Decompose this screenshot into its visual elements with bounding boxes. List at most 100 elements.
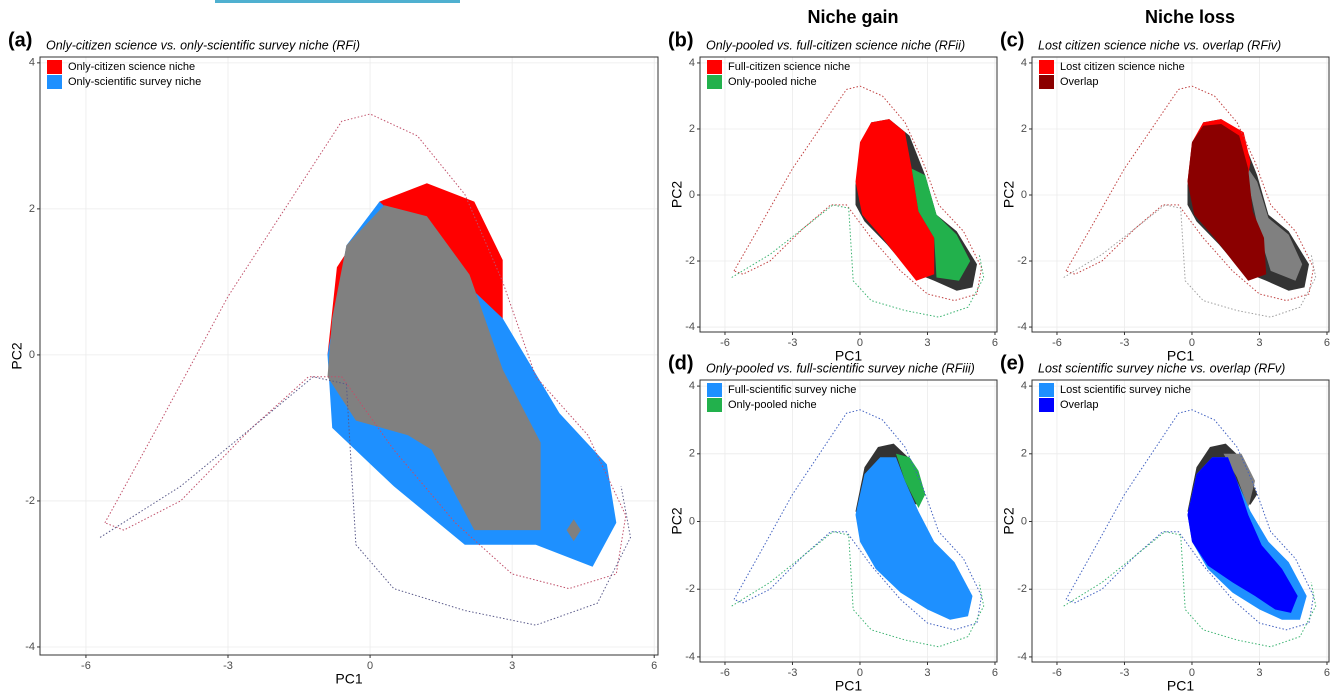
x-tick-label: 6 xyxy=(992,667,998,679)
y-tick-label: 4 xyxy=(1021,57,1027,69)
x-tick-label: 0 xyxy=(1189,337,1195,349)
legend-swatch xyxy=(707,75,722,89)
niche-outline xyxy=(99,376,632,626)
legend-swatch xyxy=(1039,383,1054,397)
plot-area xyxy=(1032,57,1329,332)
plot-area xyxy=(1032,380,1329,662)
x-tick-label: 0 xyxy=(857,667,863,679)
x-tick-label: 3 xyxy=(1256,337,1262,349)
legend-swatch xyxy=(1039,60,1054,74)
plot-area xyxy=(700,380,997,662)
panel-title: Only-pooled vs. full-scientific survey n… xyxy=(706,361,975,375)
niche-area xyxy=(855,119,935,281)
y-tick-label: 2 xyxy=(689,123,695,135)
x-tick-label: 6 xyxy=(1324,337,1330,349)
y-tick-label: 2 xyxy=(1021,123,1027,135)
legend-swatch xyxy=(1039,75,1054,89)
y-tick-label: -4 xyxy=(685,651,695,663)
y-tick-label: 4 xyxy=(689,57,695,69)
x-tick-label: 3 xyxy=(509,660,515,672)
plot-area xyxy=(700,57,997,332)
y-axis-label: PC2 xyxy=(1001,507,1017,534)
legend-label: Lost scientific survey niche xyxy=(1060,384,1191,396)
y-tick-label: 4 xyxy=(1021,380,1027,392)
niche-outline xyxy=(731,531,985,648)
x-axis-label: PC1 xyxy=(335,671,362,687)
panel-label: (b) xyxy=(668,29,694,51)
plot-area xyxy=(40,57,658,655)
niche-outline xyxy=(733,409,983,631)
x-tick-label: 3 xyxy=(1256,667,1262,679)
y-tick-label: -2 xyxy=(685,255,695,267)
x-tick-label: 0 xyxy=(857,337,863,349)
panel-title: Lost citizen science niche vs. overlap (… xyxy=(1038,38,1281,52)
panel-title: Only-pooled vs. full-citizen science nic… xyxy=(706,38,965,52)
y-tick-label: -2 xyxy=(25,495,35,507)
legend-label: Overlap xyxy=(1060,399,1099,411)
x-tick-label: 6 xyxy=(1324,667,1330,679)
y-tick-label: 4 xyxy=(29,57,35,69)
niche-outline xyxy=(1065,85,1315,302)
x-axis-label: PC1 xyxy=(835,348,862,364)
column-header: Niche gain xyxy=(807,7,898,27)
y-tick-label: 2 xyxy=(689,448,695,460)
legend-label: Full-scientific survey niche xyxy=(728,384,856,396)
x-tick-label: -6 xyxy=(720,667,730,679)
x-tick-label: 6 xyxy=(651,660,657,672)
y-axis-label: PC2 xyxy=(669,507,685,534)
overlap-area xyxy=(327,205,541,531)
x-tick-label: -3 xyxy=(788,337,798,349)
niche-outline xyxy=(1063,531,1317,648)
plot-border xyxy=(699,379,998,663)
niche-area xyxy=(1187,457,1298,613)
panel-label: (e) xyxy=(1000,352,1024,374)
niche-area xyxy=(855,457,973,620)
legend-swatch xyxy=(707,383,722,397)
y-axis-label: PC2 xyxy=(9,342,25,369)
x-tick-label: -3 xyxy=(1120,337,1130,349)
niche-area xyxy=(896,453,926,508)
legend-label: Overlap xyxy=(1060,76,1099,88)
legend-label: Lost citizen science niche xyxy=(1060,61,1185,73)
overlap-area xyxy=(566,519,581,542)
legend-label: Only-pooled niche xyxy=(728,76,817,88)
y-tick-label: 0 xyxy=(689,189,695,201)
panel-label: (a) xyxy=(8,29,32,51)
niche-outline xyxy=(733,85,983,302)
plot-border xyxy=(1031,56,1330,333)
y-tick-label: -2 xyxy=(1017,583,1027,595)
y-tick-label: -4 xyxy=(1017,651,1027,663)
y-tick-label: 0 xyxy=(29,349,35,361)
x-tick-label: 6 xyxy=(992,337,998,349)
panel-title: Lost scientific survey niche vs. overlap… xyxy=(1038,361,1285,375)
legend-swatch xyxy=(1039,398,1054,412)
legend-label: Only-citizen science niche xyxy=(68,61,195,73)
x-axis-label: PC1 xyxy=(835,678,862,691)
panel-label: (d) xyxy=(668,352,694,374)
x-tick-label: -6 xyxy=(720,337,730,349)
x-tick-label: -3 xyxy=(788,667,798,679)
plot-border xyxy=(699,56,998,333)
x-tick-label: 3 xyxy=(924,337,930,349)
plot-border xyxy=(1031,379,1330,663)
y-axis-label: PC2 xyxy=(669,181,685,208)
niche-area xyxy=(911,168,971,281)
legend-swatch xyxy=(707,60,722,74)
x-tick-label: -3 xyxy=(1120,667,1130,679)
x-axis-label: PC1 xyxy=(1167,348,1194,364)
legend-swatch xyxy=(707,398,722,412)
legend-swatch xyxy=(47,60,62,74)
x-tick-label: 3 xyxy=(924,667,930,679)
x-tick-label: -3 xyxy=(223,660,233,672)
y-tick-label: -2 xyxy=(685,583,695,595)
legend-label: Full-citizen science niche xyxy=(728,61,850,73)
y-tick-label: -2 xyxy=(1017,255,1027,267)
x-axis-label: PC1 xyxy=(1167,678,1194,691)
x-tick-label: -6 xyxy=(1052,337,1062,349)
y-tick-label: 0 xyxy=(689,515,695,527)
y-tick-label: -4 xyxy=(1017,321,1027,333)
y-tick-label: 0 xyxy=(1021,515,1027,527)
y-axis-label: PC2 xyxy=(1001,181,1017,208)
x-tick-label: 0 xyxy=(367,660,373,672)
x-tick-label: -6 xyxy=(1052,667,1062,679)
